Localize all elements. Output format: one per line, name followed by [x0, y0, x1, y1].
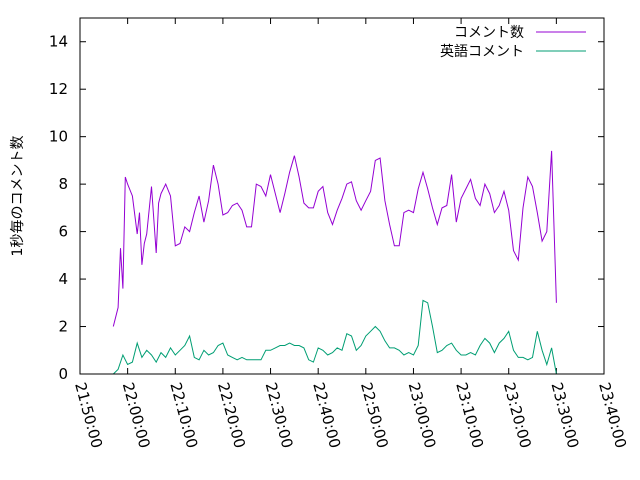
plot-frame — [79, 17, 605, 375]
y-axis-label: 1秒毎のコメント数 — [10, 136, 26, 257]
x-tick-label: 22:40:00 — [309, 380, 344, 450]
y-axis-ticks: 0 2 4 6 8 10 12 14 — [49, 33, 604, 383]
y-tick-label: 10 — [49, 128, 68, 146]
y-tick-label: 8 — [58, 175, 68, 193]
y-tick-label: 2 — [58, 318, 68, 336]
series-line-2 — [112, 299, 557, 375]
x-tick-label: 22:30:00 — [262, 380, 297, 450]
x-tick-label: 22:10:00 — [166, 380, 201, 450]
x-tick-label: 22:20:00 — [214, 380, 249, 450]
series-group — [112, 150, 557, 375]
legend-label: 英語コメント — [440, 43, 524, 60]
y-tick-label: 0 — [58, 365, 68, 383]
x-tick-label: 22:50:00 — [357, 380, 392, 450]
x-tick-label: 23:40:00 — [595, 380, 630, 450]
series-line-1 — [112, 150, 557, 327]
x-tick-label: 22:00:00 — [119, 380, 154, 450]
y-tick-label: 14 — [49, 33, 68, 51]
y-tick-label: 12 — [49, 80, 68, 98]
x-tick-label: 23:20:00 — [500, 380, 535, 450]
y-tick-label: 6 — [58, 223, 68, 241]
legend-label: コメント数 — [454, 25, 524, 41]
x-tick-label: 21:50:00 — [71, 380, 106, 450]
y-tick-label: 4 — [58, 270, 68, 288]
x-tick-label: 23:30:00 — [547, 380, 582, 450]
x-tick-label: 23:00:00 — [405, 380, 440, 450]
x-tick-label: 23:10:00 — [452, 380, 487, 450]
